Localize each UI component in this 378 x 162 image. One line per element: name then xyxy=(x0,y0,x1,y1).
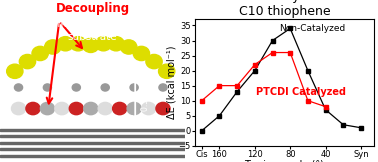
Circle shape xyxy=(43,84,51,91)
Circle shape xyxy=(159,84,167,91)
Circle shape xyxy=(84,102,98,115)
Circle shape xyxy=(32,46,48,61)
Circle shape xyxy=(146,54,162,69)
Text: PTCDI Catalyzed: PTCDI Catalyzed xyxy=(256,87,346,97)
Circle shape xyxy=(158,64,175,78)
Circle shape xyxy=(11,102,26,115)
Circle shape xyxy=(121,40,137,54)
Circle shape xyxy=(57,37,74,51)
Circle shape xyxy=(70,37,86,51)
Bar xyxy=(0,142,185,144)
Circle shape xyxy=(156,102,170,115)
Bar xyxy=(0,135,185,137)
Text: 0.54 nm: 0.54 nm xyxy=(141,80,150,111)
Circle shape xyxy=(133,46,150,61)
Circle shape xyxy=(83,38,99,52)
Circle shape xyxy=(127,102,141,115)
Circle shape xyxy=(141,102,156,115)
X-axis label: Torsion angle (°): Torsion angle (°) xyxy=(245,160,324,162)
Y-axis label: ΔE (kcal mol⁻¹): ΔE (kcal mol⁻¹) xyxy=(167,46,177,119)
Circle shape xyxy=(55,102,69,115)
Text: Decoupling: Decoupling xyxy=(56,2,130,15)
Circle shape xyxy=(72,84,81,91)
Circle shape xyxy=(14,84,23,91)
Bar xyxy=(0,148,185,150)
Circle shape xyxy=(130,84,138,91)
Circle shape xyxy=(19,54,36,69)
Text: alkyl chain from
substrate: alkyl chain from substrate xyxy=(51,19,134,42)
Text: Non-Catalyzed: Non-Catalyzed xyxy=(279,24,345,34)
Circle shape xyxy=(7,64,23,78)
Circle shape xyxy=(69,102,83,115)
Circle shape xyxy=(40,102,54,115)
Circle shape xyxy=(26,102,40,115)
Circle shape xyxy=(45,40,61,54)
Circle shape xyxy=(113,102,127,115)
Title: Cis to Syn of
C10 thiophene: Cis to Syn of C10 thiophene xyxy=(239,0,330,18)
Circle shape xyxy=(101,84,109,91)
Circle shape xyxy=(108,37,124,51)
Bar xyxy=(0,155,185,157)
Circle shape xyxy=(95,37,112,51)
Circle shape xyxy=(98,102,112,115)
Bar xyxy=(0,129,185,131)
